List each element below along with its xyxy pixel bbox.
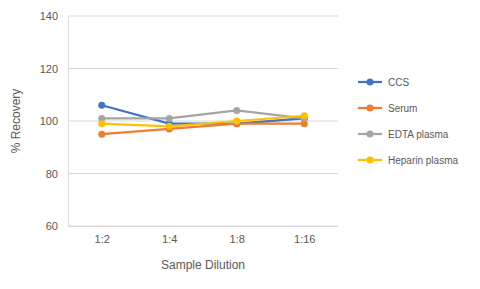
y-axis-line (68, 17, 69, 227)
y-tick-label: 120 (40, 63, 58, 75)
x-tick-label: 1:16 (294, 233, 315, 245)
y-tick: 100 (40, 115, 68, 127)
legend-item: EDTA plasma (358, 129, 449, 140)
series-line (102, 105, 305, 123)
legend-label: EDTA plasma (388, 129, 449, 140)
legend-marker (367, 157, 374, 164)
legend-label: Serum (388, 103, 417, 114)
x-tick-label: 1:8 (230, 233, 245, 245)
y-axis-title: % Recovery (9, 89, 23, 154)
chart: 60 80 100 120 140 1:2 1:4 1:8 1:16 Sample Dilutio… (0, 0, 480, 289)
x-tick: 1:8 (230, 226, 245, 245)
y-tick-label: 140 (40, 10, 58, 22)
x-tick: 1:16 (294, 226, 315, 245)
x-axis: 1:2 1:4 1:8 1:16 (69, 226, 339, 245)
y-axis: 60 80 100 120 140 (40, 10, 69, 232)
series-marker (301, 112, 308, 119)
y-tick-label: 60 (46, 220, 58, 232)
grid-line (68, 68, 338, 69)
series-marker (233, 107, 240, 114)
series (98, 112, 308, 130)
series (98, 107, 308, 122)
x-axis-title: Sample Dilution (161, 258, 245, 272)
legend-item: Serum (358, 103, 417, 114)
x-tick-label: 1:2 (95, 233, 110, 245)
legend-label: CCS (388, 77, 409, 88)
series-group (98, 102, 308, 138)
series-marker (166, 123, 173, 130)
series-marker (166, 115, 173, 122)
legend-label: Heparin plasma (388, 155, 458, 166)
grid-line (68, 173, 338, 174)
x-axis-line (69, 226, 339, 227)
legend: CCS Serum EDTA plasma Heparin plasma (358, 77, 458, 166)
series-marker (98, 131, 105, 138)
grid-line (68, 16, 338, 17)
legend-marker (367, 79, 374, 86)
series-marker (98, 120, 105, 127)
y-tick: 140 (40, 10, 68, 22)
series-marker (233, 118, 240, 125)
series-marker (98, 102, 105, 109)
grid-line (68, 226, 338, 227)
series-line (102, 116, 305, 127)
x-tick: 1:2 (95, 226, 110, 245)
x-tick: 1:4 (162, 226, 177, 245)
grid-line (68, 121, 338, 122)
y-tick: 60 (46, 220, 68, 232)
y-tick: 120 (40, 63, 68, 75)
y-tick: 80 (46, 168, 68, 180)
grid (68, 16, 338, 226)
legend-marker (367, 131, 374, 138)
plot-area: 60 80 100 120 140 1:2 1:4 1:8 1:16 (40, 10, 339, 245)
y-tick-label: 100 (40, 115, 58, 127)
x-tick-label: 1:4 (162, 233, 177, 245)
legend-item: Heparin plasma (358, 155, 458, 166)
legend-marker (367, 105, 374, 112)
legend-item: CCS (358, 77, 409, 88)
y-tick-label: 80 (46, 168, 58, 180)
